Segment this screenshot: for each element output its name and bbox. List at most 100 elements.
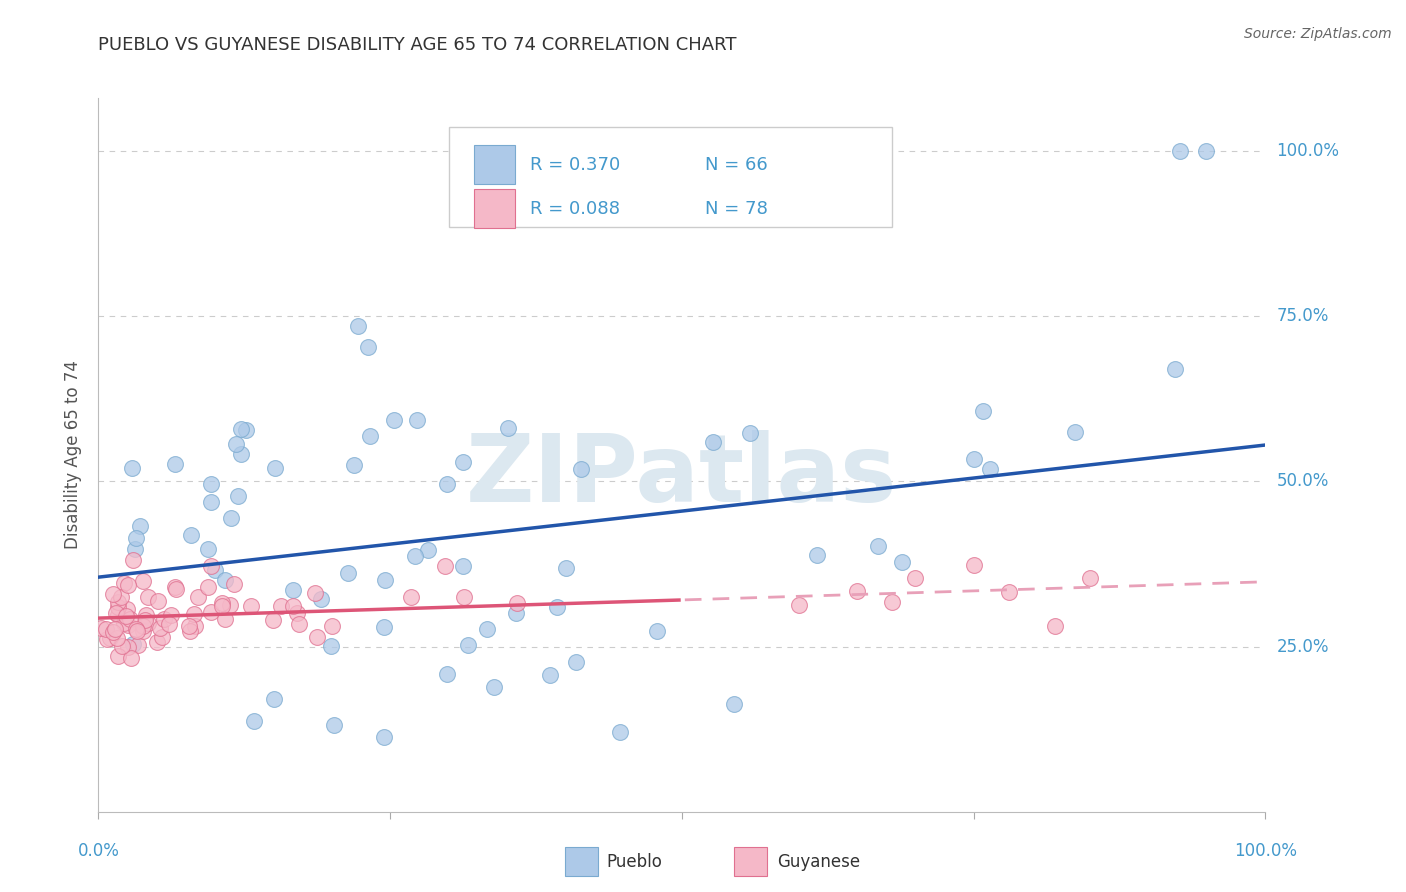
Point	[115, 609, 138, 624]
Point	[806, 548, 828, 562]
Point	[555, 561, 578, 575]
Bar	[734, 847, 768, 876]
Point	[264, 461, 287, 475]
Point	[505, 606, 527, 620]
Point	[972, 404, 994, 418]
Point	[1045, 619, 1067, 633]
Point	[111, 639, 134, 653]
Bar	[474, 189, 515, 228]
Point	[110, 590, 132, 604]
Point	[436, 477, 458, 491]
Point	[997, 584, 1019, 599]
Point	[723, 697, 745, 711]
Point	[565, 655, 588, 669]
Point	[165, 582, 187, 596]
Point	[305, 630, 328, 644]
Point	[288, 616, 311, 631]
Point	[153, 612, 176, 626]
Point	[136, 590, 159, 604]
Point	[200, 495, 222, 509]
Y-axis label: Disability Age 65 to 74: Disability Age 65 to 74	[65, 360, 83, 549]
Point	[359, 429, 381, 443]
Point	[416, 543, 439, 558]
Point	[453, 590, 475, 604]
Point	[311, 592, 333, 607]
Point	[319, 639, 342, 653]
Point	[496, 421, 519, 435]
Text: 0.0%: 0.0%	[77, 842, 120, 860]
Text: R = 0.370: R = 0.370	[530, 155, 620, 174]
Point	[117, 640, 139, 654]
Point	[538, 668, 561, 682]
Point	[121, 461, 143, 475]
Point	[118, 612, 141, 626]
Point	[506, 596, 529, 610]
Point	[165, 580, 187, 594]
Point	[132, 619, 155, 633]
Point	[235, 423, 257, 437]
Point	[117, 578, 139, 592]
Text: 100.0%: 100.0%	[1277, 142, 1340, 160]
Point	[183, 607, 205, 622]
Point	[347, 319, 370, 334]
Point	[124, 542, 146, 557]
Point	[880, 595, 903, 609]
Point	[98, 631, 121, 645]
Point	[107, 600, 129, 615]
Point	[270, 599, 292, 613]
Point	[180, 527, 202, 541]
Point	[401, 590, 423, 604]
Point	[146, 593, 169, 607]
Point	[134, 613, 156, 627]
Point	[219, 598, 242, 612]
Point	[451, 559, 474, 574]
Point	[569, 462, 592, 476]
Point	[107, 595, 129, 609]
Point	[263, 691, 285, 706]
Point	[304, 586, 326, 600]
Point	[645, 624, 668, 638]
Point	[262, 613, 284, 627]
Text: 75.0%: 75.0%	[1277, 307, 1329, 326]
Point	[132, 574, 155, 589]
Point	[127, 638, 149, 652]
Point	[963, 452, 986, 467]
Point	[240, 599, 263, 614]
Point	[214, 612, 236, 626]
Point	[281, 583, 304, 598]
Point	[373, 620, 395, 634]
Point	[382, 413, 405, 427]
Point	[112, 576, 135, 591]
Point	[1168, 144, 1191, 158]
Point	[1164, 361, 1187, 376]
Point	[482, 681, 505, 695]
Point	[197, 580, 219, 594]
Text: PUEBLO VS GUYANESE DISABILITY AGE 65 TO 74 CORRELATION CHART: PUEBLO VS GUYANESE DISABILITY AGE 65 TO …	[98, 36, 737, 54]
Point	[150, 630, 173, 644]
Point	[107, 608, 129, 623]
Text: ZIPatlas: ZIPatlas	[467, 430, 897, 523]
Bar	[565, 847, 598, 876]
Text: N = 66: N = 66	[706, 155, 768, 174]
Point	[357, 340, 380, 354]
Point	[702, 434, 724, 449]
Point	[114, 616, 136, 631]
Point	[125, 531, 148, 545]
Point	[433, 559, 456, 574]
Point	[145, 634, 167, 648]
Point	[103, 624, 125, 639]
Text: 50.0%: 50.0%	[1277, 473, 1329, 491]
Point	[343, 458, 366, 472]
Point	[200, 605, 222, 619]
Text: R = 0.088: R = 0.088	[530, 200, 620, 218]
Point	[845, 584, 868, 599]
Point	[96, 632, 118, 647]
Text: 25.0%: 25.0%	[1277, 638, 1329, 656]
Point	[1063, 425, 1085, 439]
Point	[90, 621, 112, 635]
Point	[125, 622, 148, 636]
Point	[121, 637, 143, 651]
Text: Source: ZipAtlas.com: Source: ZipAtlas.com	[1244, 27, 1392, 41]
Text: N = 78: N = 78	[706, 200, 768, 218]
Point	[96, 622, 118, 636]
